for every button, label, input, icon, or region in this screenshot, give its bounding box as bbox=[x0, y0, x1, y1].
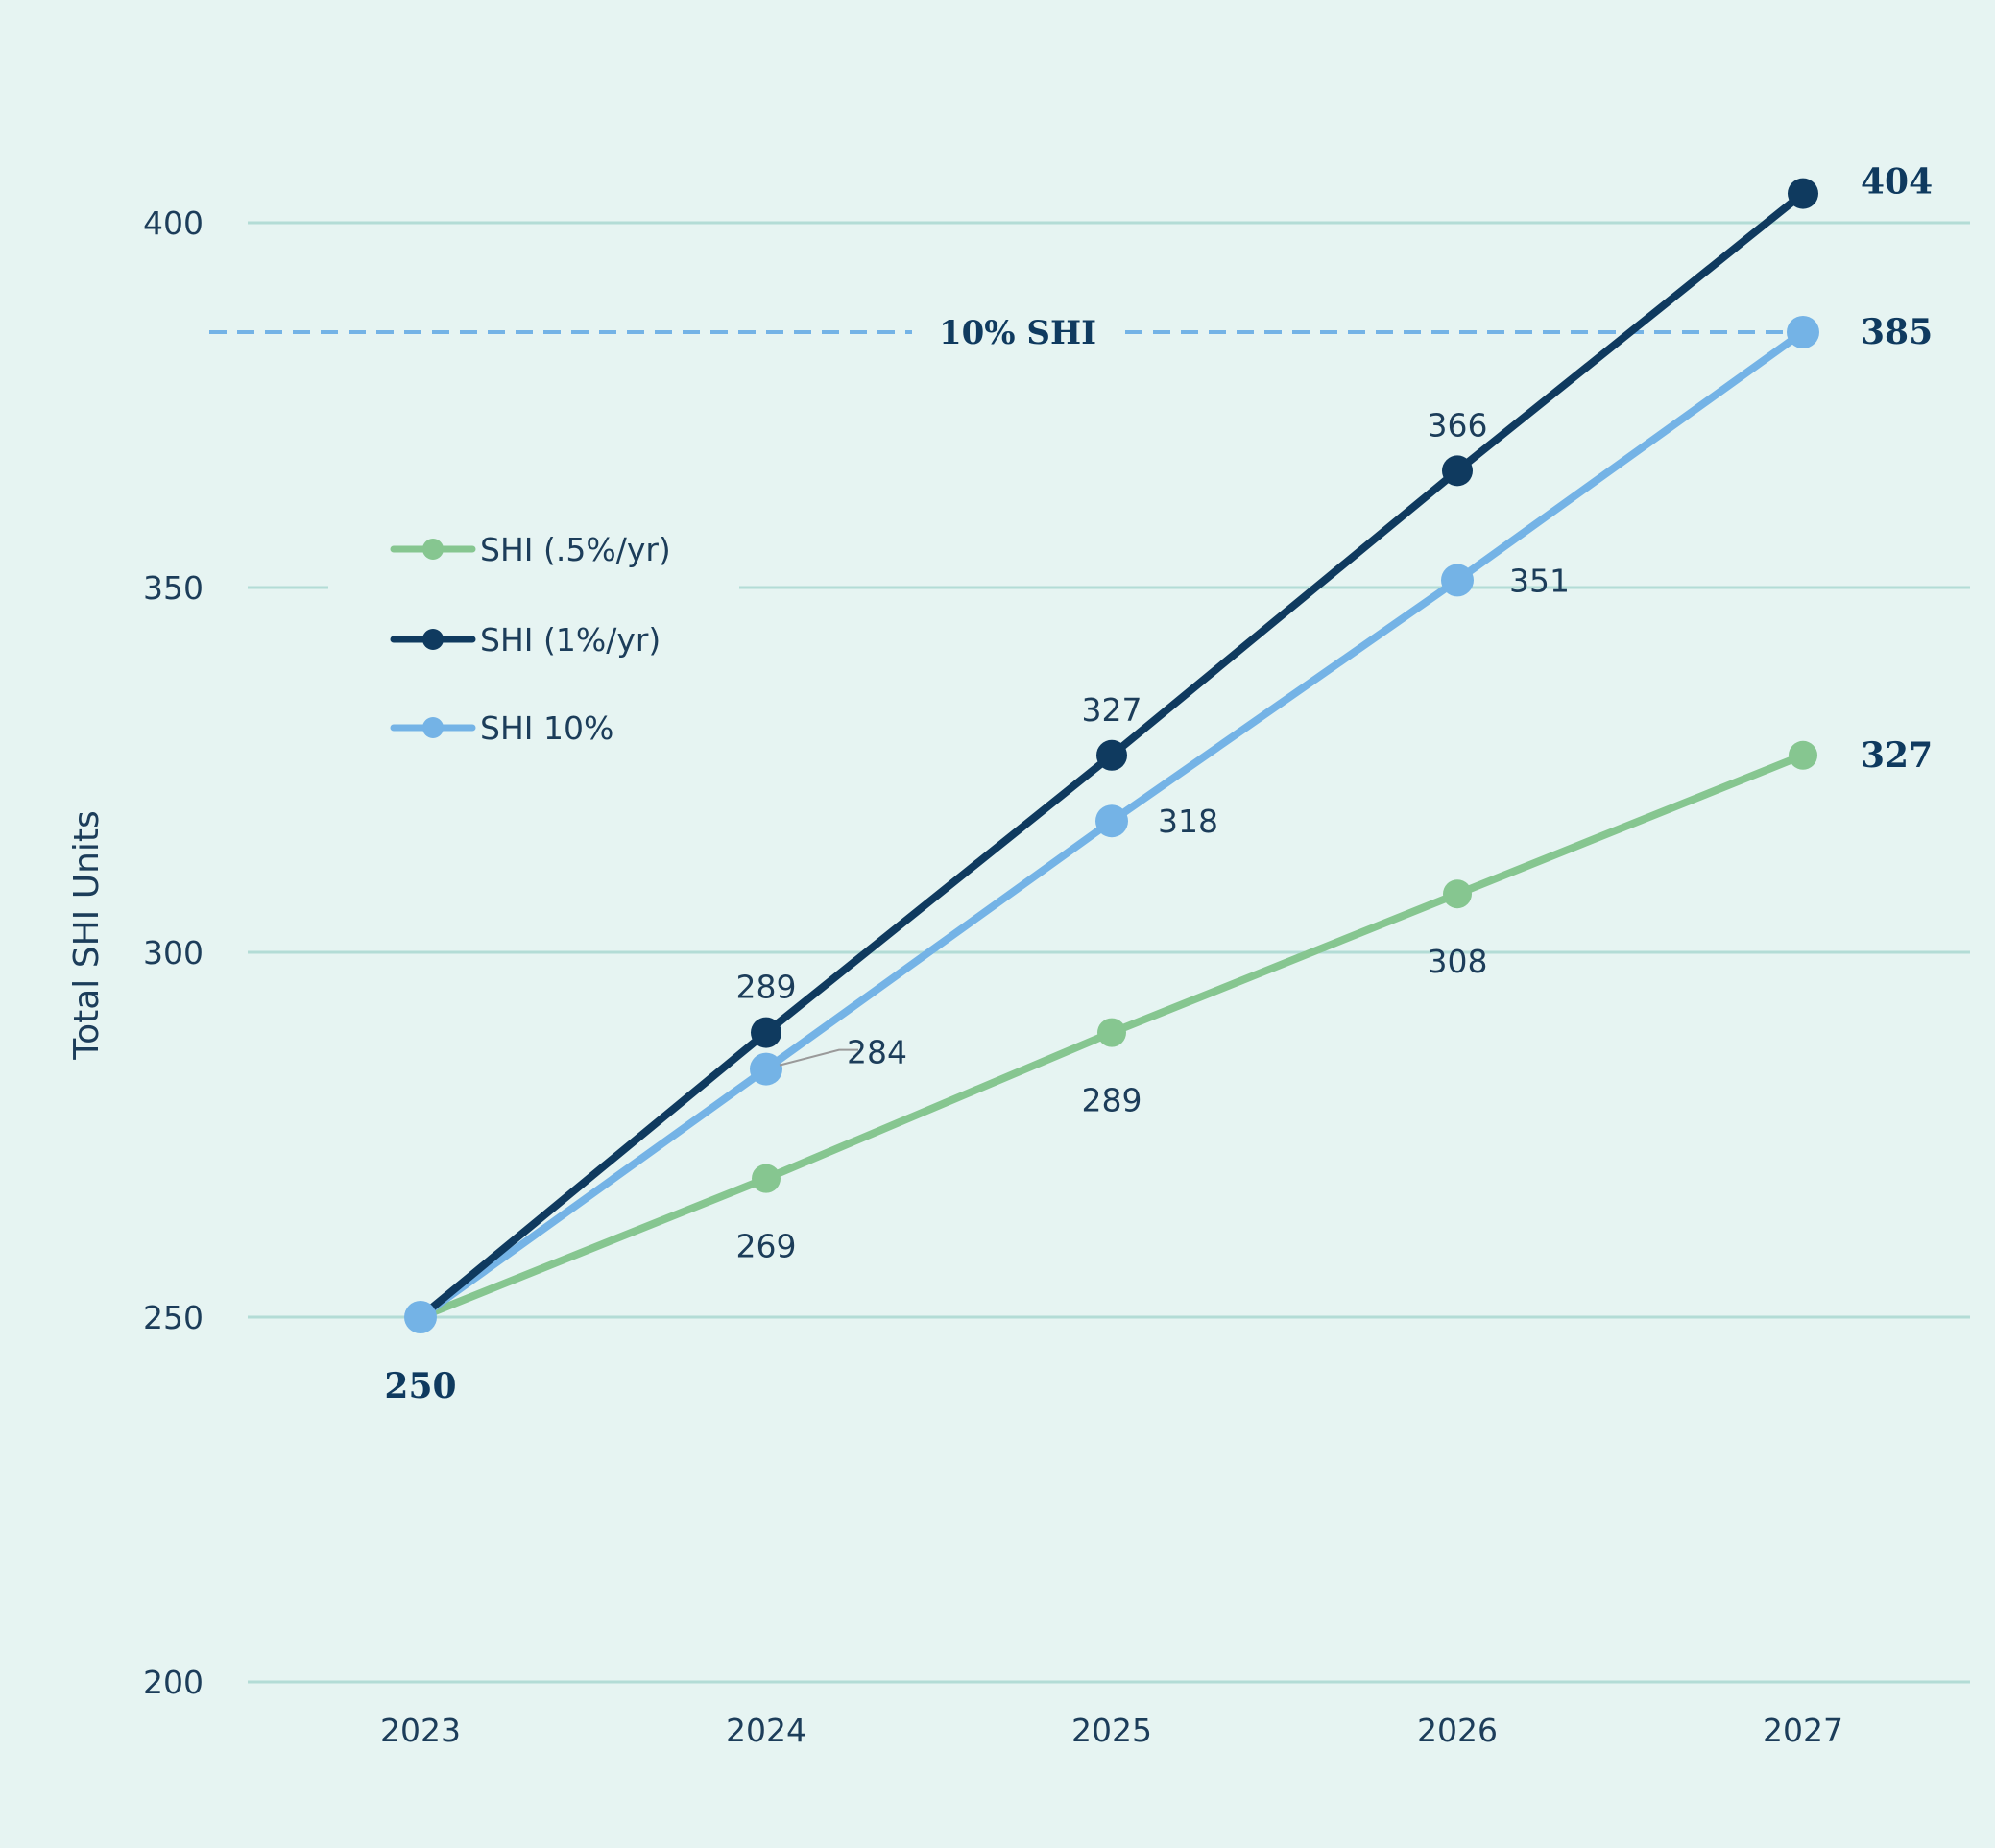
data-label-shi-one-percent: 366 bbox=[1428, 406, 1488, 444]
legend-item-shi-half-percent: SHI (.5%/yr) bbox=[390, 531, 671, 568]
data-point-shi-half-percent bbox=[752, 1164, 781, 1193]
data-label-shi-half-percent: 308 bbox=[1428, 943, 1488, 980]
data-point-shi-half-percent bbox=[1097, 1018, 1126, 1047]
data-label-shi-10-percent: 351 bbox=[1509, 562, 1570, 599]
data-point-shi-one-percent bbox=[1788, 178, 1818, 209]
data-label-shi-half-percent: 327 bbox=[1861, 735, 1933, 776]
reference-line: 10% SHI bbox=[209, 314, 1795, 352]
legend: SHI (.5%/yr) SHI (1%/yr) SHI 10% bbox=[390, 531, 671, 747]
data-label-shi-one-percent: 289 bbox=[736, 969, 797, 1006]
legend-marker bbox=[422, 717, 444, 738]
legend-marker bbox=[422, 539, 444, 560]
reference-line-label: 10% SHI bbox=[939, 314, 1096, 352]
data-label-shi-half-percent: 269 bbox=[736, 1228, 797, 1265]
y-tick-label: 200 bbox=[143, 1664, 204, 1701]
y-axis-label: Total SHI Units bbox=[67, 810, 107, 1061]
data-point-shi-10-percent bbox=[1095, 804, 1128, 838]
x-tick-label: 2024 bbox=[726, 1712, 806, 1749]
data-label-shi-10-percent: 318 bbox=[1158, 803, 1218, 840]
data-point-shi-one-percent bbox=[751, 1017, 781, 1048]
legend-label: SHI (.5%/yr) bbox=[480, 531, 671, 568]
data-labels: 269 289 308 327 289 327 366 404 250 284 318 351 385 bbox=[384, 162, 1933, 1406]
data-label-shi-one-percent: 404 bbox=[1861, 162, 1933, 203]
y-axis-ticks: 200 250 300 350 400 bbox=[143, 204, 204, 1701]
data-label-shi-one-percent: 327 bbox=[1082, 691, 1142, 729]
x-axis-ticks: 2023 2024 2025 2026 2027 bbox=[380, 1712, 1843, 1749]
legend-label: SHI 10% bbox=[480, 709, 613, 747]
y-tick-label: 350 bbox=[143, 569, 204, 607]
x-tick-label: 2025 bbox=[1071, 1712, 1152, 1749]
data-point-shi-one-percent bbox=[1442, 455, 1473, 487]
data-label-shi-10-percent: 385 bbox=[1861, 312, 1933, 352]
data-label-shi-10-percent: 284 bbox=[847, 1034, 907, 1071]
grid-lines bbox=[248, 221, 1970, 1684]
data-point-shi-one-percent bbox=[1096, 739, 1127, 771]
data-point-shi-10-percent bbox=[1441, 564, 1474, 597]
leader-line bbox=[779, 1048, 858, 1067]
data-point-shi-half-percent bbox=[1443, 879, 1472, 909]
legend-label: SHI (1%/yr) bbox=[480, 621, 661, 659]
legend-item-shi-10-percent: SHI 10% bbox=[390, 709, 613, 747]
legend-marker bbox=[422, 629, 444, 650]
legend-item-shi-one-percent: SHI (1%/yr) bbox=[390, 621, 661, 659]
y-tick-label: 250 bbox=[143, 1299, 204, 1336]
data-point-shi-10-percent bbox=[1787, 316, 1819, 348]
data-label-shi-half-percent: 289 bbox=[1082, 1082, 1142, 1119]
data-label-shi-10-percent: 250 bbox=[384, 1366, 456, 1406]
series-group bbox=[404, 178, 1819, 1333]
data-point-shi-half-percent bbox=[1789, 740, 1817, 770]
y-tick-label: 300 bbox=[143, 934, 204, 972]
x-tick-label: 2023 bbox=[380, 1712, 461, 1749]
y-tick-label: 400 bbox=[143, 204, 204, 242]
x-tick-label: 2027 bbox=[1763, 1712, 1843, 1749]
data-point-shi-10-percent bbox=[750, 1052, 782, 1086]
x-tick-label: 2026 bbox=[1417, 1712, 1498, 1749]
data-point-shi-10-percent bbox=[404, 1301, 437, 1333]
